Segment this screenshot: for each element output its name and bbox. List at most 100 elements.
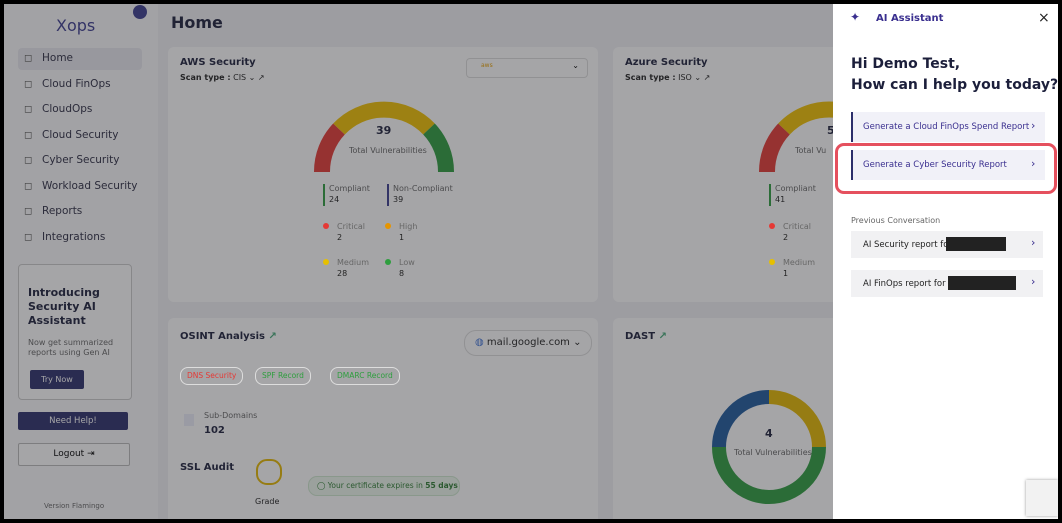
menu-active bbox=[18, 48, 142, 70]
cert-days: 55 days bbox=[425, 481, 458, 490]
scan-value: CIS bbox=[233, 73, 247, 82]
try-now-button[interactable]: Try Now bbox=[30, 370, 84, 389]
subdomains-label: Sub-Domains bbox=[204, 411, 258, 420]
scan-label: Scan type : bbox=[625, 73, 676, 82]
noncompliant-label: Non-Compliant bbox=[393, 184, 453, 193]
logout-label: Logout bbox=[53, 449, 85, 459]
cert-badge: ◯ Your certificate expires in 55 days bbox=[308, 476, 460, 496]
compliant-value: 24 bbox=[329, 195, 340, 204]
dast-donut bbox=[712, 390, 826, 504]
close-button[interactable]: × bbox=[1038, 10, 1050, 26]
dast-title-text: DAST bbox=[625, 331, 656, 342]
menu-item[interactable]: Reports bbox=[42, 205, 83, 217]
greeting-line: Hi Demo Test, bbox=[851, 56, 961, 72]
chevron: › bbox=[1031, 157, 1036, 170]
menu-item[interactable]: Cloud FinOps bbox=[42, 77, 111, 90]
severity-dot bbox=[769, 259, 775, 265]
menu-item[interactable]: Workload Security bbox=[42, 179, 138, 192]
osint-tag: DMARC Record bbox=[330, 367, 400, 385]
severity-value: 28 bbox=[337, 269, 348, 278]
sidebar bbox=[4, 4, 158, 519]
chevron: › bbox=[1031, 119, 1036, 132]
menu-item[interactable]: Cloud Security bbox=[42, 128, 119, 141]
aws-gauge bbox=[313, 101, 455, 173]
severity-label: High bbox=[399, 222, 418, 231]
provider-select[interactable]: aws ⌄ bbox=[466, 58, 588, 78]
subdomains-value: 102 bbox=[204, 425, 225, 436]
scan-label: Scan type : bbox=[180, 73, 231, 82]
azure-total: 5 bbox=[827, 124, 835, 137]
domain-select[interactable]: ◍ mail.google.com ⌄ bbox=[464, 330, 592, 356]
aws-title: AWS Security bbox=[180, 57, 256, 68]
highlight bbox=[835, 143, 1057, 194]
conversation-label: AI Security report for bbox=[863, 240, 952, 250]
chevron: › bbox=[1031, 275, 1036, 288]
logout-button[interactable]: Logout ⇥ bbox=[18, 443, 130, 466]
azure-title: Azure Security bbox=[625, 57, 708, 68]
chevron: › bbox=[1031, 236, 1036, 249]
compliant-label: Compliant bbox=[775, 184, 816, 193]
osint-title-text: OSINT Analysis bbox=[180, 331, 265, 342]
menu-item[interactable]: Cyber Security bbox=[42, 154, 120, 166]
aws-total-label: Total Vulnerabilities bbox=[349, 146, 427, 155]
osint-tag: SPF Record bbox=[255, 367, 311, 385]
aws-total: 39 bbox=[376, 124, 392, 137]
menu-item[interactable]: CloudOps bbox=[42, 103, 93, 115]
severity-value: 2 bbox=[337, 233, 343, 242]
scan-value: ISO bbox=[678, 73, 692, 82]
azure-total-label: Total Vu bbox=[795, 146, 827, 155]
severity-dot bbox=[323, 223, 329, 229]
promo-title: Introducing Security AI Assistant bbox=[28, 286, 100, 327]
redacted bbox=[946, 237, 1006, 251]
azure-gauge bbox=[758, 101, 839, 173]
menu-item[interactable]: Home bbox=[42, 52, 74, 64]
severity-dot bbox=[385, 259, 391, 265]
severity-label: Low bbox=[399, 258, 415, 267]
noncompliant-value: 39 bbox=[393, 195, 404, 204]
assistant-panel: ✦ AI Assistant × Hi Demo Test, How can I… bbox=[833, 4, 1058, 519]
severity-dot bbox=[769, 223, 775, 229]
help-button[interactable]: Need Help! bbox=[18, 412, 128, 430]
severity-label: Medium bbox=[783, 258, 815, 267]
menu-item-icon: ◻ bbox=[24, 53, 33, 64]
menu-item-icon: ◻ bbox=[24, 104, 33, 115]
menu-item-icon: ◻ bbox=[24, 129, 33, 141]
severity-label: Medium bbox=[337, 258, 369, 267]
grade-badge bbox=[256, 459, 282, 485]
action-label: Generate a Cyber Security Report bbox=[863, 160, 1007, 170]
dast-total: 4 bbox=[765, 427, 773, 440]
menu-item-icon: ◻ bbox=[24, 206, 33, 217]
compliant-label: Compliant bbox=[329, 184, 370, 193]
severity-value: 1 bbox=[399, 233, 405, 242]
severity-label: Critical bbox=[783, 222, 811, 231]
menu-item-icon: ◻ bbox=[24, 231, 33, 243]
severity-value: 2 bbox=[783, 233, 789, 242]
dast-total-label: Total Vulnerabilities bbox=[734, 448, 812, 457]
panel-title: AI Assistant bbox=[876, 13, 944, 24]
cert-text: Your certificate expires in bbox=[327, 481, 423, 490]
collapse-button[interactable] bbox=[133, 5, 147, 19]
severity-dot bbox=[323, 259, 329, 265]
menu-item-icon: ◻ bbox=[24, 78, 33, 90]
menu-item[interactable]: Integrations bbox=[42, 230, 106, 243]
logo: Xops bbox=[56, 16, 96, 35]
action-label: Generate a Cloud FinOps Spend Report bbox=[863, 122, 1030, 132]
severity-value: 1 bbox=[783, 269, 789, 278]
compliant-value: 41 bbox=[775, 195, 786, 204]
aws-card bbox=[168, 47, 598, 302]
recaptcha bbox=[1026, 480, 1058, 516]
provider: aws bbox=[481, 62, 493, 69]
version: Version Flamingo bbox=[44, 502, 105, 510]
conversation-label: AI FinOps report for C bbox=[863, 279, 955, 289]
dast-title: DAST ↗ bbox=[625, 331, 667, 342]
osint-title: OSINT Analysis ↗ bbox=[180, 331, 277, 342]
greeting-line: How can I help you today? bbox=[851, 77, 1058, 93]
previous-label: Previous Conversation bbox=[851, 216, 941, 225]
action-card[interactable] bbox=[851, 150, 1045, 180]
severity-dot bbox=[385, 223, 391, 229]
action-card[interactable] bbox=[851, 112, 1045, 142]
modal-overlay[interactable] bbox=[4, 4, 833, 519]
azure-card bbox=[613, 47, 853, 302]
ssl-title: SSL Audit bbox=[180, 462, 235, 473]
